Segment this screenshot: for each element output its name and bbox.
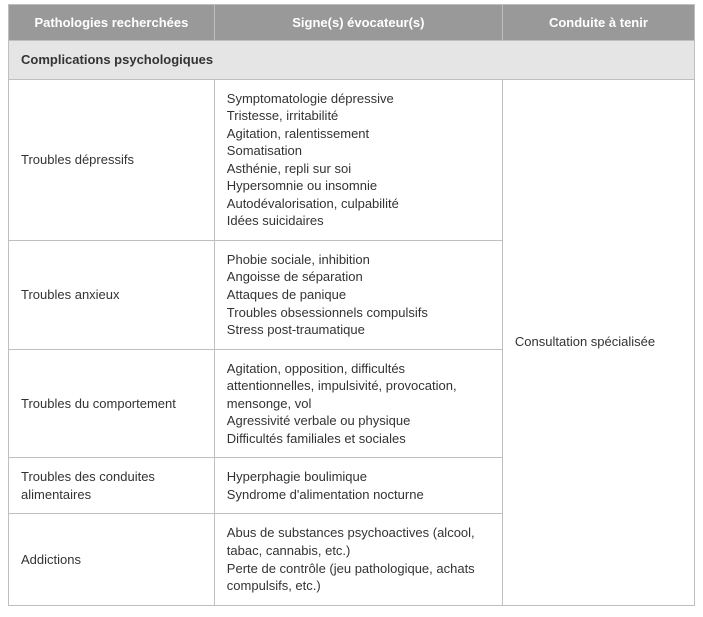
sign-line: Stress post-traumatique xyxy=(227,321,490,339)
sign-line: Troubles obsessionnels compulsifs xyxy=(227,304,490,322)
section-title: Complications psychologiques xyxy=(9,41,695,80)
header-pathology: Pathologies recherchées xyxy=(9,5,215,41)
cell-pathology: Troubles anxieux xyxy=(9,240,215,349)
sign-line: Agressivité verbale ou physique xyxy=(227,412,490,430)
header-action: Conduite à tenir xyxy=(502,5,694,41)
cell-pathology: Troubles dépressifs xyxy=(9,79,215,240)
cell-signs: Symptomatologie dépressiveTristesse, irr… xyxy=(214,79,502,240)
sign-line: Syndrome d'alimentation nocturne xyxy=(227,486,490,504)
cell-signs: Abus de substances psychoactives (alcool… xyxy=(214,514,502,605)
cell-pathology: Addictions xyxy=(9,514,215,605)
sign-line: Tristesse, irritabilité xyxy=(227,107,490,125)
sign-line: Idées suicidaires xyxy=(227,212,490,230)
table-body: Complications psychologiquesTroubles dép… xyxy=(9,41,695,606)
sign-line: Somatisation xyxy=(227,142,490,160)
pathology-table: Pathologies recherchées Signe(s) évocate… xyxy=(8,4,695,606)
sign-line: Attaques de panique xyxy=(227,286,490,304)
section-row: Complications psychologiques xyxy=(9,41,695,80)
sign-line: Angoisse de séparation xyxy=(227,268,490,286)
sign-line: Phobie sociale, inhibition xyxy=(227,251,490,269)
cell-signs: Agitation, opposition, difficultés atten… xyxy=(214,349,502,458)
sign-line: Abus de substances psychoactives (alcool… xyxy=(227,524,490,559)
cell-action: Consultation spécialisée xyxy=(502,79,694,605)
sign-line: Agitation, ralentissement xyxy=(227,125,490,143)
cell-signs: Hyperphagie boulimiqueSyndrome d'aliment… xyxy=(214,458,502,514)
sign-line: Agitation, opposition, difficultés atten… xyxy=(227,360,490,413)
cell-pathology: Troubles du comportement xyxy=(9,349,215,458)
header-signs: Signe(s) évocateur(s) xyxy=(214,5,502,41)
sign-line: Perte de contrôle (jeu pathologique, ach… xyxy=(227,560,490,595)
sign-line: Difficultés familiales et sociales xyxy=(227,430,490,448)
sign-line: Symptomatologie dépressive xyxy=(227,90,490,108)
sign-line: Asthénie, repli sur soi xyxy=(227,160,490,178)
page-wrap: Pathologies recherchées Signe(s) évocate… xyxy=(0,0,703,614)
table-head: Pathologies recherchées Signe(s) évocate… xyxy=(9,5,695,41)
sign-line: Hyperphagie boulimique xyxy=(227,468,490,486)
sign-line: Hypersomnie ou insomnie xyxy=(227,177,490,195)
cell-signs: Phobie sociale, inhibitionAngoisse de sé… xyxy=(214,240,502,349)
sign-line: Autodévalorisation, culpabilité xyxy=(227,195,490,213)
table-row: Troubles dépressifsSymptomatologie dépre… xyxy=(9,79,695,240)
cell-pathology: Troubles des conduites alimentaires xyxy=(9,458,215,514)
